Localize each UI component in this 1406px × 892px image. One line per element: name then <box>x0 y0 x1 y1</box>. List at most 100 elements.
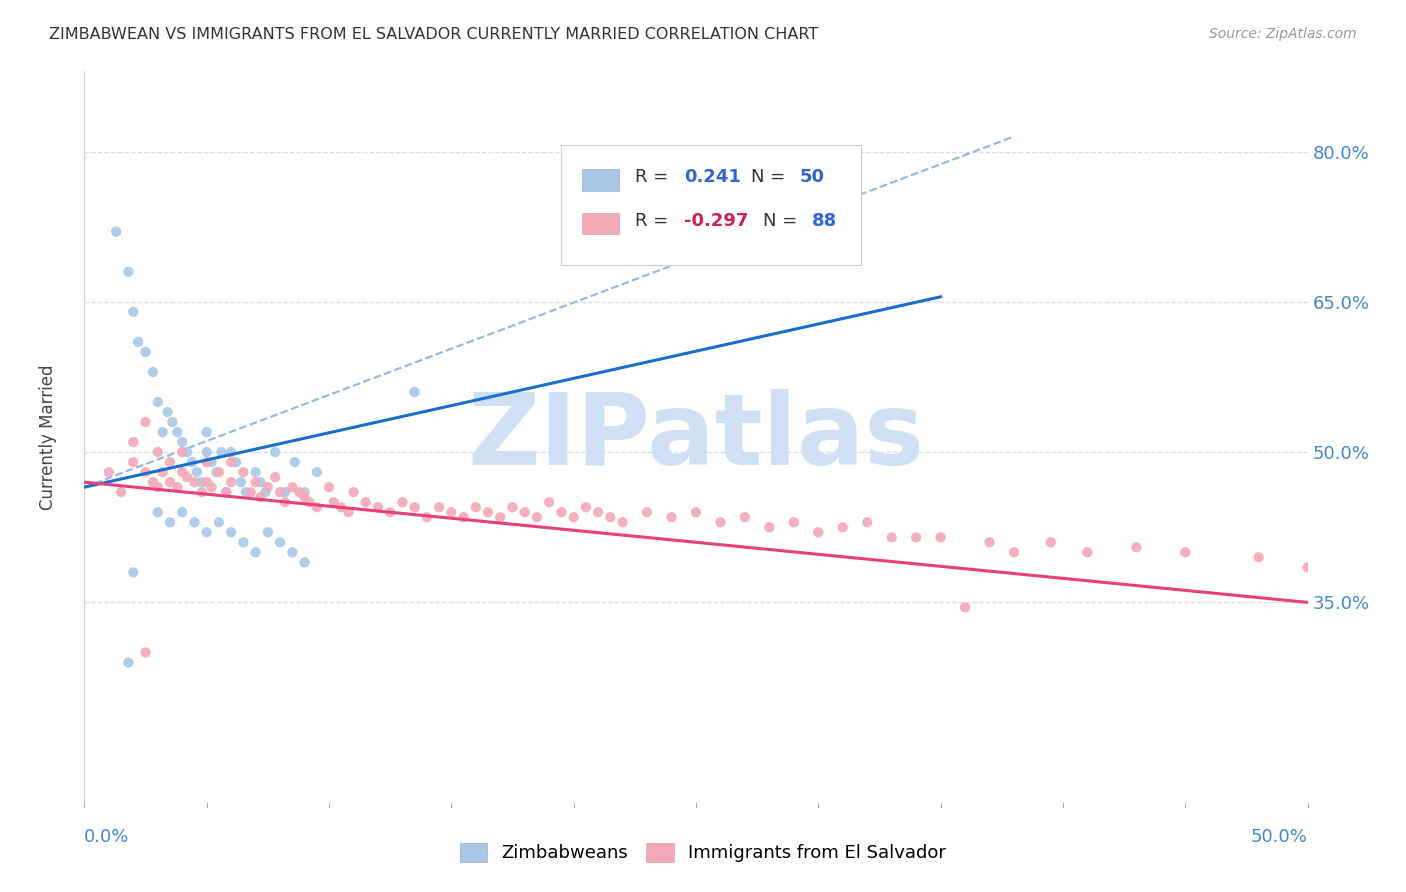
Point <box>1076 545 1098 559</box>
Point <box>391 495 413 509</box>
Point <box>953 600 976 615</box>
Point <box>195 425 218 439</box>
Point <box>162 415 184 429</box>
Point <box>929 530 952 544</box>
Point <box>245 545 267 559</box>
Point <box>550 505 572 519</box>
Point <box>172 505 194 519</box>
Point <box>146 445 169 459</box>
Point <box>110 485 132 500</box>
Point <box>122 305 145 319</box>
Point <box>1002 545 1025 559</box>
Point <box>298 495 321 509</box>
Point <box>257 525 280 540</box>
Point <box>135 415 157 429</box>
Point <box>166 480 188 494</box>
Point <box>172 465 194 479</box>
Point <box>176 445 198 459</box>
Point <box>172 445 194 459</box>
Legend: Zimbabweans, Immigrants from El Salvador: Zimbabweans, Immigrants from El Salvador <box>453 836 953 870</box>
Point <box>225 455 247 469</box>
Text: -0.297: -0.297 <box>683 212 748 230</box>
Point <box>709 515 731 529</box>
Text: 0.0%: 0.0% <box>84 828 129 846</box>
Point <box>305 500 328 515</box>
Point <box>489 510 512 524</box>
Point <box>269 535 291 549</box>
Point <box>281 545 304 559</box>
Point <box>526 510 548 524</box>
Text: Currently Married: Currently Married <box>38 364 56 510</box>
Text: 50: 50 <box>800 169 825 186</box>
Point <box>612 515 634 529</box>
Point <box>232 535 254 549</box>
Text: 88: 88 <box>813 212 838 230</box>
Point <box>159 455 181 469</box>
Point <box>477 505 499 519</box>
Point <box>734 510 756 524</box>
Point <box>281 480 304 494</box>
Point <box>191 475 214 490</box>
Point <box>905 530 928 544</box>
Point <box>284 455 307 469</box>
Text: R =: R = <box>636 169 673 186</box>
Point <box>322 495 344 509</box>
Point <box>195 455 218 469</box>
Text: 50.0%: 50.0% <box>1251 828 1308 846</box>
Text: N =: N = <box>763 212 803 230</box>
Point <box>183 515 205 529</box>
Point <box>807 525 830 540</box>
Point <box>1247 550 1270 565</box>
Point <box>318 480 340 494</box>
FancyBboxPatch shape <box>582 169 619 191</box>
Point <box>176 470 198 484</box>
Point <box>229 475 252 490</box>
Point <box>122 435 145 450</box>
Point <box>274 495 297 509</box>
Point <box>215 485 238 500</box>
Point <box>440 505 463 519</box>
Point <box>205 465 228 479</box>
Point <box>208 465 231 479</box>
Point <box>831 520 853 534</box>
Point <box>367 500 389 515</box>
Point <box>979 535 1001 549</box>
FancyBboxPatch shape <box>582 212 619 235</box>
Point <box>166 425 188 439</box>
Point <box>599 510 621 524</box>
Point <box>305 465 328 479</box>
Point <box>146 505 169 519</box>
Point <box>1296 560 1319 574</box>
Point <box>264 470 287 484</box>
Point <box>586 505 609 519</box>
Point <box>159 515 181 529</box>
Point <box>219 445 242 459</box>
Point <box>562 510 585 524</box>
Point <box>97 465 120 479</box>
Point <box>117 265 139 279</box>
Point <box>294 490 316 504</box>
Point <box>274 485 297 500</box>
Point <box>183 475 205 490</box>
Point <box>200 455 222 469</box>
Point <box>661 510 683 524</box>
Point <box>416 510 439 524</box>
FancyBboxPatch shape <box>561 145 860 265</box>
Point <box>380 505 402 519</box>
Point <box>575 500 598 515</box>
Point <box>172 435 194 450</box>
Point <box>135 646 157 660</box>
Point <box>195 525 218 540</box>
Point <box>186 465 208 479</box>
Point <box>783 515 806 529</box>
Point <box>538 495 561 509</box>
Point <box>219 525 242 540</box>
Point <box>1125 541 1147 555</box>
Point <box>685 505 707 519</box>
Point <box>117 656 139 670</box>
Text: ZIPatlas: ZIPatlas <box>468 389 924 485</box>
Text: 0.241: 0.241 <box>683 169 741 186</box>
Point <box>342 485 364 500</box>
Point <box>453 510 475 524</box>
Point <box>200 480 222 494</box>
